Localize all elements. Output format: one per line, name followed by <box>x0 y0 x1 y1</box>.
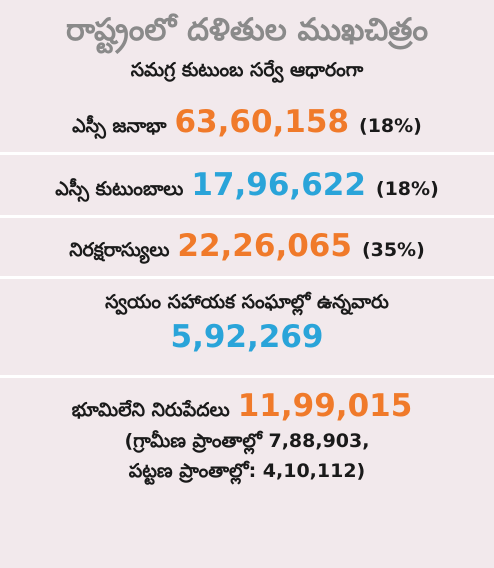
divider <box>0 375 494 378</box>
stat-label: స్వయం సహాయక సంఘాల్లో ఉన్నవారు <box>105 291 389 313</box>
stat-label: భూమిలేని నిరుపేదలు <box>71 399 230 421</box>
stat-percent: (35%) <box>361 239 425 261</box>
stat-value: 17,96,622 <box>191 167 366 203</box>
divider <box>0 215 494 218</box>
stat-percent: (18%) <box>375 178 439 200</box>
stat-value: 11,99,015 <box>237 388 413 424</box>
divider <box>0 152 494 155</box>
stat-label: నిరక్షరాస్యులు <box>69 239 170 261</box>
stat-value: 63,60,158 <box>174 104 350 140</box>
stat-percent: (18%) <box>359 115 422 137</box>
stat-sc-population: ఎస్సీ జనాభా 63,60,158 (18%) <box>0 90 494 152</box>
stat-sc-families: ఎస్సీ కుటుంబాలు 17,96,622 (18%) <box>0 155 494 215</box>
stat-landless-poor: భూమిలేని నిరుపేదలు 11,99,015 (గ్రామీణ ప్… <box>0 378 494 486</box>
stat-label: ఎస్సీ కుటుంబాలు <box>55 178 184 200</box>
stat-urban-breakdown: పట్టణ ప్రాంతాల్లో: 4,10,112) <box>128 460 366 482</box>
stat-self-help-groups: స్వయం సహాయక సంఘాల్లో ఉన్నవారు 5,92,269 <box>0 279 494 375</box>
stat-label: ఎస్సీ జనాభా <box>72 115 167 137</box>
stat-illiterates: నిరక్షరాస్యులు 22,26,065 (35%) <box>0 218 494 276</box>
stat-rural-breakdown: (గ్రామీణ ప్రాంతాల్లో 7,88,903, <box>124 430 370 452</box>
infographic-title: రాష్ట్రంలో దళితుల ముఖచిత్రం <box>65 12 429 48</box>
divider <box>0 276 494 279</box>
stat-value: 22,26,065 <box>177 228 352 264</box>
infographic-subtitle: సమగ్ర కుటుంబ సర్వే ఆధారంగా <box>130 59 364 81</box>
stat-value: 5,92,269 <box>170 319 324 355</box>
